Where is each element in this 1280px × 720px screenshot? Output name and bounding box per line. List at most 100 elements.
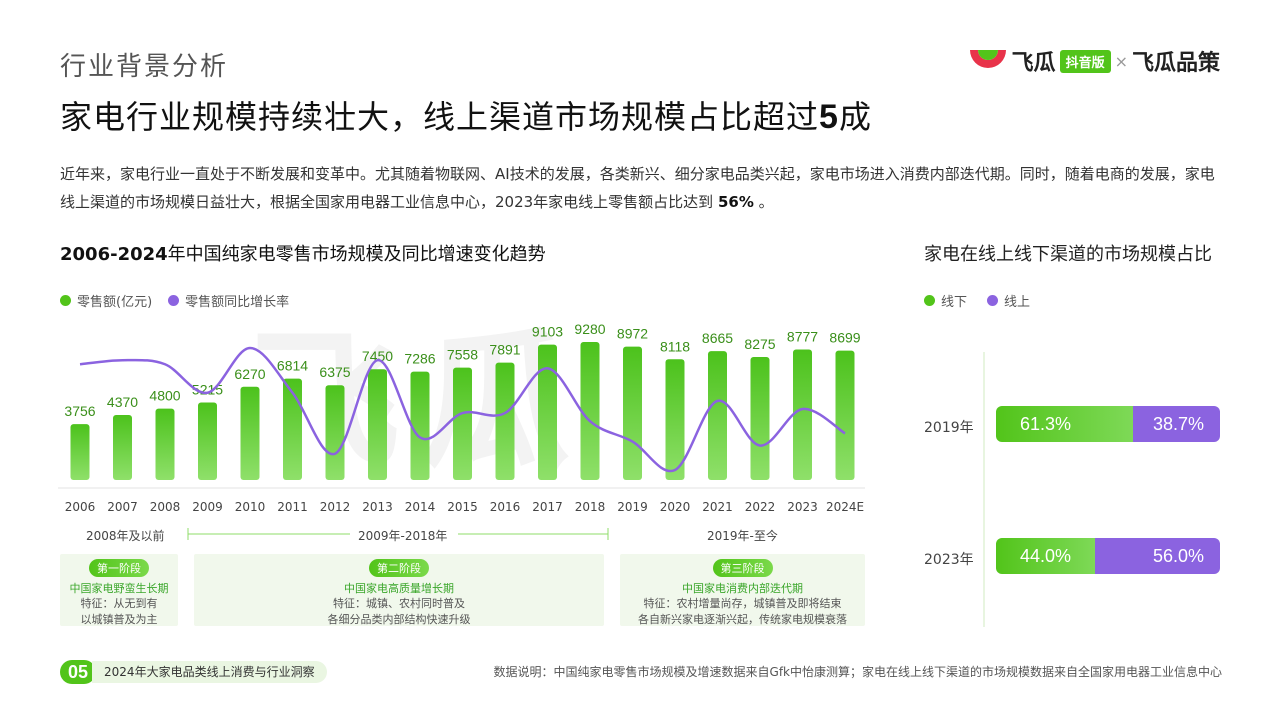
bar-value-label: 8699 [829,330,860,346]
footer-page-indicator: 05 2024年大家电品类线上消费与行业洞察 [60,660,327,684]
bar-value-label: 7450 [362,348,393,364]
left-chart-title-rest: 年中国纯家电零售市场规模及同比增速变化趋势 [167,244,546,265]
bar-2012 [325,385,345,480]
share-offline-value: 44.0% [1020,545,1072,566]
bar-value-label: 9103 [532,324,563,340]
logo-badge: 抖音版 [1059,49,1111,73]
bar-2020 [665,359,685,480]
stage-feature: 特征：从无到有 [80,597,158,610]
share-online-segment: 38.7% [1133,406,1220,442]
bar-value-label: 8972 [617,326,648,342]
bar-2017 [538,344,557,480]
period-label-2: 2009年-2018年 [358,529,448,543]
bar-2016 [495,362,515,480]
bar-value-label: 7286 [404,351,435,367]
x-tick-label: 2018 [575,500,606,514]
bar-value-label: 7891 [489,342,520,358]
stage-feature: 各自新兴家电逐渐兴起，传统家电规模衰落 [638,613,847,626]
section-title: 行业背景分析 [60,52,229,82]
stage-box-3: 第三阶段 中国家电消费内部迭代期 特征：农村增量尚存，城镇普及即将结束 各自新兴… [620,554,865,626]
x-tick-label: 2013 [362,500,393,514]
growth-rate-line [79,346,846,473]
data-source-note: 数据说明：中国纯家电零售市场规模及增速数据来自Gfk中怡康测算；家电在线上线下渠… [493,665,1222,679]
stage-name: 中国家电野蛮生长期 [69,582,169,595]
x-tick-label: 2014 [405,500,436,514]
bar-2006 [70,424,90,480]
x-tick-label: 2020 [660,500,691,514]
logo-brand: 飞瓜 [1011,51,1056,76]
intro-text: 近年来，家电行业一直处于不断发展和变革中。尤其随着物联网、AI技术的发展，各类新… [60,165,1215,211]
intro-tail: 。 [758,193,774,211]
bar-2008 [155,408,175,480]
share-online-segment: 56.0% [1094,538,1220,574]
bar-2010 [240,386,260,480]
legend-offline-label: 线下 [941,295,968,310]
logo-separator: × [1114,51,1128,71]
left-chart-title-year: 2006-2024 [60,244,168,265]
intro-highlight: 56% [717,193,754,211]
headline-suffix: 成 [838,98,872,136]
bar-value-label: 8777 [787,328,818,344]
x-tick-label: 2016 [490,500,521,514]
bar-value-label: 5215 [192,381,223,397]
legend-offline-swatch [924,295,935,306]
legend-line-swatch [168,295,180,306]
share-offline-segment: 44.0% [996,538,1095,574]
bar-value-label: 6375 [319,364,350,380]
bar-value-label: 8665 [702,330,733,346]
bar-2009 [198,402,217,480]
bar-2023 [793,349,812,480]
bar-2018 [580,342,600,480]
left-legend: 零售额(亿元) 零售额同比增长率 [60,291,289,310]
bar-value-label: 3756 [64,403,95,419]
stage-name: 中国家电消费内部迭代期 [682,582,803,595]
right-chart-title: 家电在线上线下渠道的市场规模占比 [924,244,1212,265]
stage-box-1: 第一阶段 中国家电野蛮生长期 特征：从无到有 以城镇普及为主 [60,554,178,626]
x-tick-label: 2008 [150,500,181,514]
x-tick-label: 2017 [532,500,563,514]
share-online-value: 56.0% [1152,545,1204,566]
stage-badge: 第三阶段 [712,559,773,577]
share-year-label: 2019年 [924,420,974,436]
legend-line-label: 零售额同比增长率 [185,295,290,310]
x-tick-label: 2007 [107,500,138,514]
x-tick-label: 2009 [192,500,223,514]
axis-line [983,352,985,627]
share-online-value: 38.7% [1152,413,1204,434]
bar-value-label: 6814 [277,358,308,374]
bar-2013 [368,369,387,480]
stage-feature: 各细分品类内部结构快速升级 [327,613,471,626]
x-tick-label: 2022 [745,500,776,514]
x-tick-label: 2010 [235,500,266,514]
stage-name: 中国家电高质量增长期 [344,582,454,595]
x-tick-label: 2006 [65,500,96,514]
bar-value-label: 4370 [107,394,138,410]
bar-2007 [113,415,132,480]
brand-logo: 飞瓜 抖音版 × 飞瓜品策 [968,44,1220,78]
logo-brand2: 飞瓜品策 [1131,51,1220,76]
period-label-3: 2019年-至今 [707,529,778,543]
bar-value-label: 4800 [149,388,180,404]
bar-value-label: 6270 [234,366,265,382]
bar-2011 [283,378,302,480]
stage-feature: 以城镇普及为主 [80,613,158,626]
share-bar-2023: 44.0% 56.0% [996,538,1220,574]
page-number: 05 [60,660,97,684]
page-headline: 家电行业规模持续壮大，线上渠道市场规模占比超过5成 [60,92,872,138]
x-tick-label: 2024E [826,500,864,514]
share-offline-segment: 61.3% [996,406,1134,442]
right-legend: 线下 线上 [924,291,1030,310]
stage-box-2: 第二阶段 中国家电高质量增长期 特征：城镇、农村同时普及 各细分品类内部结构快速… [194,554,604,626]
intro-paragraph: 近年来，家电行业一直处于不断发展和变革中。尤其随着物联网、AI技术的发展，各类新… [60,160,1220,216]
x-tick-label: 2012 [320,500,351,514]
legend-online-swatch [987,295,999,306]
legend-online-label: 线上 [1004,295,1031,310]
bar-2014 [410,371,430,480]
legend-bar-swatch [60,295,71,306]
bar-value-label: 7558 [447,347,478,363]
stage-feature: 特征：城镇、农村同时普及 [333,597,465,610]
x-tick-label: 2011 [277,500,308,514]
x-tick-label: 2023 [787,500,818,514]
left-chart-title: 2006-2024年中国纯家电零售市场规模及同比增速变化趋势 [60,240,546,266]
